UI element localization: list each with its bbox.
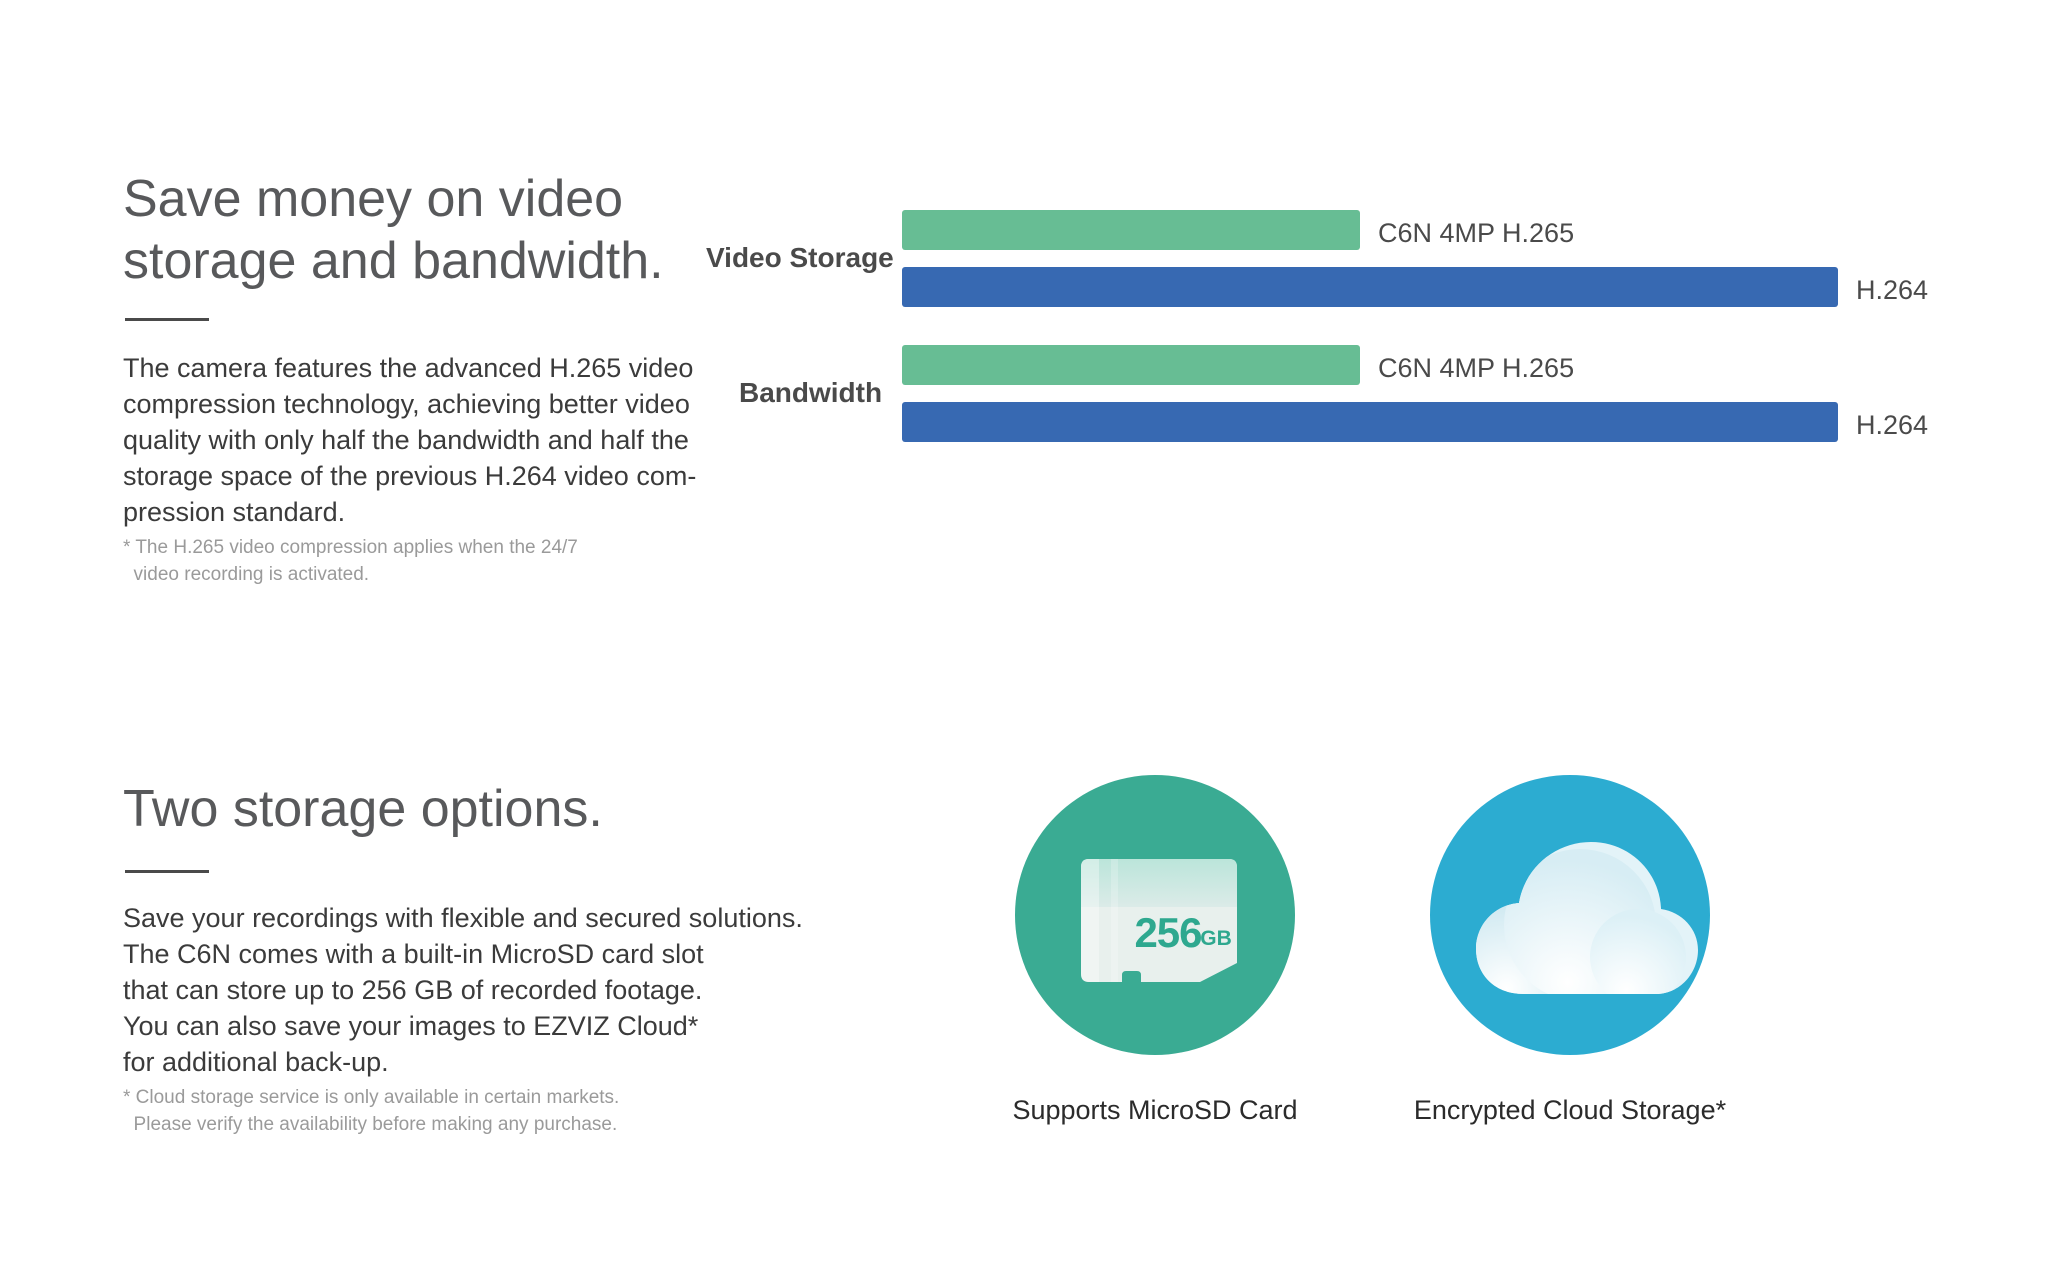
svg-text:256: 256	[1134, 909, 1201, 956]
svg-text:GB: GB	[1200, 927, 1232, 950]
